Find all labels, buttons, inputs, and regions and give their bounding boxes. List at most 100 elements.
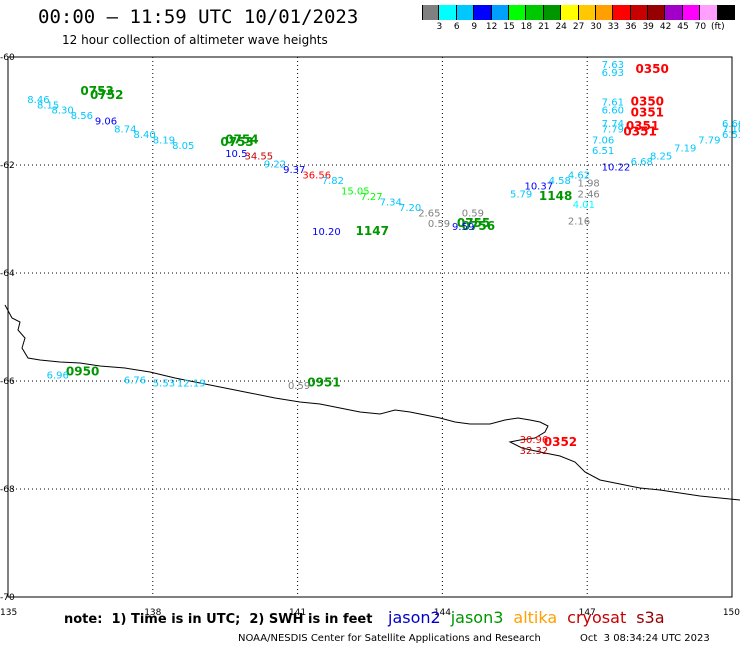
- wave-height-value: 7.19: [674, 144, 696, 155]
- colorbar-swatch: [717, 5, 736, 20]
- colorbar-swatch: [439, 5, 457, 20]
- wave-height-value: 2.46: [578, 189, 600, 200]
- wave-height-value: 8.05: [172, 141, 194, 152]
- colorbar-label: 21: [538, 22, 550, 32]
- colorbar-swatch: [508, 5, 527, 20]
- wave-height-value: 30.96: [520, 435, 549, 446]
- wave-height-value: 7.34: [380, 198, 402, 209]
- wave-height-value: 2.16: [568, 216, 590, 227]
- track-time-label: 0753: [220, 135, 253, 149]
- lat-tick-label: -64: [0, 269, 15, 279]
- wave-height-value: 6.96: [47, 370, 69, 381]
- colorbar-label: 9: [471, 22, 478, 32]
- track-time-label: 0350: [635, 62, 668, 76]
- lat-tick-label: -62: [0, 161, 15, 171]
- wave-height-value: 8.40: [133, 130, 155, 141]
- lat-tick-label: -66: [0, 377, 15, 387]
- wave-height-value: 8.19: [153, 135, 175, 146]
- satellite-name: altika: [513, 608, 558, 627]
- coastline: [4, 304, 740, 501]
- lon-tick-label: 135: [0, 608, 17, 618]
- generated-timestamp: Oct 3 08:34:24 UTC 2023: [580, 633, 710, 644]
- track-time-label: 0352: [544, 435, 577, 449]
- track-time-label: 0351: [631, 105, 664, 119]
- colorbar-label: 24: [555, 22, 567, 32]
- wave-height-value: 9.59: [452, 222, 474, 233]
- wave-height-value: 7.61: [602, 98, 624, 109]
- wave-height-value: 9.22: [264, 160, 286, 171]
- colorbar-label: 39: [642, 22, 654, 32]
- colorbar-label: 45: [677, 22, 689, 32]
- graticule: [8, 57, 732, 597]
- wave-height-value: 7.82: [322, 176, 344, 187]
- lon-tick-label: 138: [144, 608, 161, 618]
- track-time-label: 0752: [90, 88, 123, 102]
- map-title: 00:00 – 11:59 UTC 10/01/2023: [38, 6, 359, 28]
- colorbar-swatch: [543, 5, 562, 20]
- colorbar-swatch: [578, 5, 596, 20]
- wave-height-value: 8.25: [650, 152, 672, 163]
- wave-height-value: 6.76: [124, 376, 146, 387]
- track-time-label: 0753: [80, 84, 113, 98]
- track-time-label: 0351: [623, 124, 656, 138]
- track-time-label: 1148: [539, 189, 572, 203]
- wave-height-value: 7.27: [360, 192, 382, 203]
- track-time-labels: 0753075207540753114707550756114809500951…: [66, 62, 669, 449]
- wave-height-value: 4.01: [573, 200, 595, 211]
- track-time-label: 0351: [626, 119, 659, 133]
- antarctic-coastline: [4, 304, 740, 501]
- wave-height-value: 8.74: [114, 125, 136, 136]
- colorbar-label: 42: [659, 22, 672, 32]
- wave-height-value: 7.20: [399, 203, 421, 214]
- track-time-label: 0950: [66, 365, 99, 379]
- colorbar-label: 30: [590, 22, 602, 32]
- wave-height-value: 0.59: [428, 219, 450, 230]
- colorbar-label: 70: [694, 22, 707, 32]
- wave-height-value: 6.68: [631, 157, 653, 168]
- colorbar-swatch: [456, 5, 475, 20]
- satellite-name: jason2: [388, 608, 441, 627]
- wave-height-value: 8.46: [27, 95, 49, 106]
- wave-height-value: 5.53: [153, 378, 175, 389]
- wave-height-value: 6.60: [602, 106, 624, 117]
- colorbar-label: 36: [625, 22, 637, 32]
- wave-height-value: 10.5: [225, 149, 247, 160]
- satellite-name: cryosat: [567, 608, 627, 627]
- colorbar-swatch: [595, 5, 614, 20]
- colorbar-swatch: [491, 5, 509, 20]
- wave-height-value: 2.65: [418, 208, 440, 219]
- credit-line: NOAA/NESDIS Center for Satellite Applica…: [238, 633, 541, 644]
- colorbar-swatch: [613, 5, 631, 20]
- wave-height-value: 0.59: [288, 381, 310, 392]
- wave-height-value: 6.66: [722, 119, 740, 130]
- wave-height-value: 4.58: [549, 176, 571, 187]
- wave-height-value: 0.59: [462, 208, 484, 219]
- colorbar-label: 33: [607, 22, 620, 32]
- wave-height-value: 15.05: [341, 187, 370, 198]
- wave-height-value: 7.79: [698, 135, 720, 146]
- wave-height-value: 6.93: [602, 68, 624, 79]
- wave-height-value: 7.10: [722, 125, 740, 136]
- plot-border: [7, 56, 733, 598]
- wave-height-value: 10.22: [602, 162, 631, 173]
- wave-height-value: 7.79: [602, 125, 624, 136]
- track-time-label: 0350: [631, 95, 664, 109]
- wave-height-value: 32.32: [520, 446, 549, 457]
- colorbar-label: 6: [453, 22, 460, 32]
- track-time-label: 0951: [307, 375, 340, 389]
- satellite-legend: jason2 jason3 altika cryosat s3a: [388, 608, 675, 627]
- satellite-name: jason3: [450, 608, 504, 627]
- wave-height-value: 10.37: [524, 181, 553, 192]
- colorbar-label: 18: [520, 22, 533, 32]
- footnote: note: 1) Time is in UTC; 2) SWH is in fe…: [64, 612, 373, 627]
- wave-height-value: 9.37: [283, 165, 305, 176]
- colorbar-swatch: [474, 5, 492, 20]
- lat-tick-label: -68: [0, 485, 15, 495]
- colorbar-swatch: [648, 5, 666, 20]
- wave-height-value: 8.30: [51, 106, 73, 117]
- lat-tick-label: -70: [0, 593, 15, 603]
- wave-height-values: 8.468.158.308.56 9.068.748.408.198.05 10.5…: [27, 60, 740, 457]
- wave-height-value: 8.15: [37, 100, 59, 111]
- plot-frame: [7, 56, 733, 598]
